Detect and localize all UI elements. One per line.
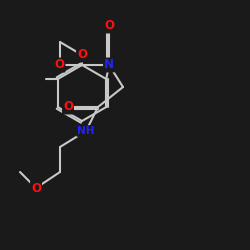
Text: O: O: [54, 58, 64, 71]
Text: O: O: [104, 20, 114, 32]
Text: O: O: [77, 48, 87, 62]
Text: O: O: [31, 182, 41, 194]
Text: O: O: [63, 100, 73, 114]
Text: N: N: [104, 58, 114, 71]
Text: NH: NH: [77, 126, 95, 136]
